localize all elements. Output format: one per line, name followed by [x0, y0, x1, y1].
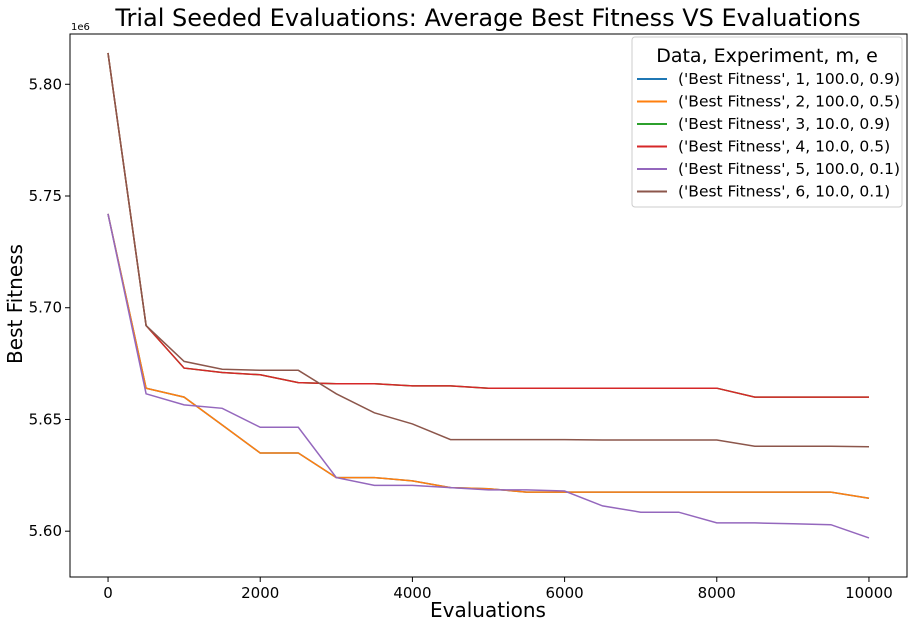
legend-label-4: ('Best Fitness', 4, 10.0, 0.5) — [678, 138, 890, 156]
x-tick-label: 8000 — [698, 584, 736, 602]
y-tick-label: 5.60 — [29, 522, 62, 540]
chart-title: Trial Seeded Evaluations: Average Best F… — [114, 4, 860, 32]
legend-label-1: ('Best Fitness', 1, 100.0, 0.9) — [678, 70, 900, 88]
plot-area-frame — [69, 33, 908, 578]
legend-label-6: ('Best Fitness', 6, 10.0, 0.1) — [678, 183, 890, 201]
series-line-1 — [107, 213, 870, 500]
y-tick-label: 5.65 — [29, 410, 62, 428]
series-line-6 — [107, 52, 870, 448]
x-tick-label: 0 — [103, 584, 113, 602]
legend-title: Data, Experiment, m, e — [656, 45, 878, 67]
series-lines — [107, 52, 870, 539]
x-axis: 0 2000 4000 6000 8000 10000 — [103, 577, 893, 602]
y-axis: 5.60 5.65 5.70 5.75 5.80 — [29, 75, 70, 540]
legend-items: ('Best Fitness', 1, 100.0, 0.9) ('Best Fi… — [637, 70, 900, 201]
y-axis-label: Best Fitness — [3, 244, 27, 364]
x-tick-label: 2000 — [241, 584, 279, 602]
series-line-2 — [107, 213, 870, 500]
legend-label-5: ('Best Fitness', 5, 100.0, 0.1) — [678, 160, 900, 178]
x-tick-label: 10000 — [845, 584, 893, 602]
legend-box — [631, 36, 903, 208]
series-line-4 — [107, 52, 869, 398]
x-axis-label: Evaluations — [430, 598, 546, 622]
series-line-5 — [107, 213, 870, 539]
x-tick-label: 6000 — [545, 584, 583, 602]
y-axis-multiplier: 1e6 — [71, 22, 90, 33]
legend: Data, Experiment, m, e ('Best Fitness', … — [631, 36, 903, 208]
legend-label-2: ('Best Fitness', 2, 100.0, 0.5) — [678, 93, 900, 111]
y-tick-label: 5.70 — [29, 299, 62, 317]
x-tick-label: 4000 — [393, 584, 431, 602]
y-tick-label: 5.80 — [29, 75, 62, 93]
legend-label-3: ('Best Fitness', 3, 10.0, 0.9) — [678, 115, 890, 133]
y-tick-label: 5.75 — [29, 187, 62, 205]
